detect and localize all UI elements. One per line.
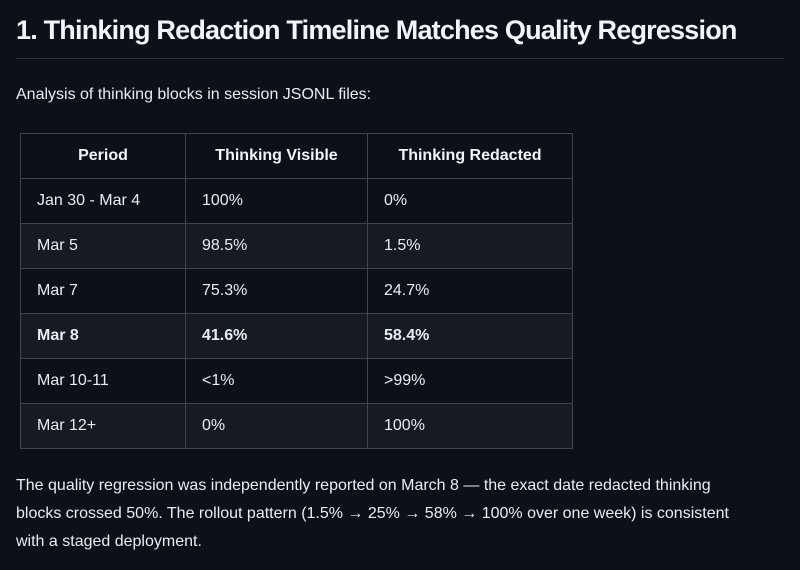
column-header-visible: Thinking Visible	[185, 132, 368, 179]
cell-visible: 41.6%	[185, 312, 368, 359]
cell-redacted: 1.5%	[367, 222, 573, 269]
cell-redacted: 0%	[367, 177, 573, 224]
cell-period: Mar 5	[20, 222, 186, 269]
cell-visible: <1%	[185, 357, 368, 404]
cell-period: Mar 10-11	[20, 357, 186, 404]
document-body: 1. Thinking Redaction Timeline Matches Q…	[16, 0, 784, 550]
table-row: Mar 10-11 <1% >99%	[20, 357, 573, 404]
page-title: 1. Thinking Redaction Timeline Matches Q…	[16, 0, 784, 59]
cell-visible: 100%	[185, 177, 368, 224]
summary-text: The quality regression was independently…	[16, 476, 729, 550]
cell-redacted: 58.4%	[367, 312, 573, 359]
cell-visible: 75.3%	[185, 267, 368, 314]
cell-period: Mar 8	[20, 312, 186, 359]
cell-redacted: >99%	[367, 357, 573, 404]
intro-text: Analysis of thinking blocks in session J…	[16, 85, 372, 103]
table-row-highlighted: Mar 8 41.6% 58.4%	[20, 312, 573, 359]
table-row: Jan 30 - Mar 4 100% 0%	[20, 177, 573, 224]
cell-redacted: 24.7%	[367, 267, 573, 314]
table-header-row: Period Thinking Visible Thinking Redacte…	[20, 132, 573, 179]
thinking-redaction-table: Period Thinking Visible Thinking Redacte…	[20, 132, 573, 449]
column-header-period: Period	[20, 132, 186, 179]
cell-period: Jan 30 - Mar 4	[20, 177, 186, 224]
cell-period: Mar 7	[20, 267, 186, 314]
cell-visible: 0%	[185, 402, 368, 449]
column-header-redacted: Thinking Redacted	[367, 132, 573, 179]
table-row: Mar 5 98.5% 1.5%	[20, 222, 573, 269]
table-row: Mar 12+ 0% 100%	[20, 402, 573, 449]
cell-redacted: 100%	[367, 402, 573, 449]
table-row: Mar 7 75.3% 24.7%	[20, 267, 573, 314]
cell-period: Mar 12+	[20, 402, 186, 449]
cell-visible: 98.5%	[185, 222, 368, 269]
